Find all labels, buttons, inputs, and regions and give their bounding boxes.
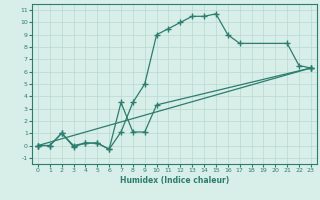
X-axis label: Humidex (Indice chaleur): Humidex (Indice chaleur) [120,176,229,185]
